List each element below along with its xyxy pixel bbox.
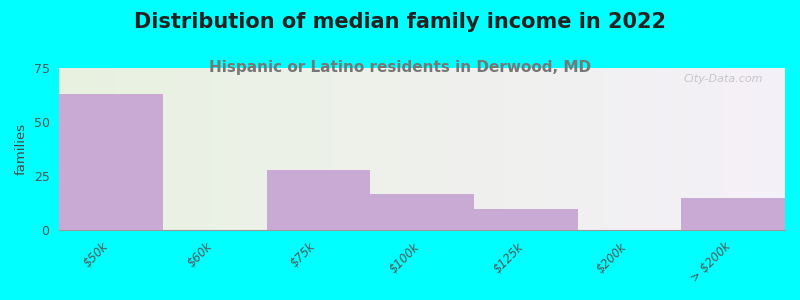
Text: Hispanic or Latino residents in Derwood, MD: Hispanic or Latino residents in Derwood,…	[209, 60, 591, 75]
Bar	[474, 209, 578, 230]
Bar	[370, 194, 474, 230]
Bar	[59, 94, 163, 230]
Text: City-Data.com: City-Data.com	[684, 74, 763, 85]
Bar	[682, 198, 785, 230]
Y-axis label: families: families	[15, 123, 28, 175]
Bar	[59, 94, 163, 230]
Bar	[266, 170, 370, 230]
Text: Distribution of median family income in 2022: Distribution of median family income in …	[134, 12, 666, 32]
Bar	[266, 170, 370, 230]
Bar	[682, 198, 785, 230]
Bar	[474, 209, 578, 230]
Bar	[370, 194, 474, 230]
